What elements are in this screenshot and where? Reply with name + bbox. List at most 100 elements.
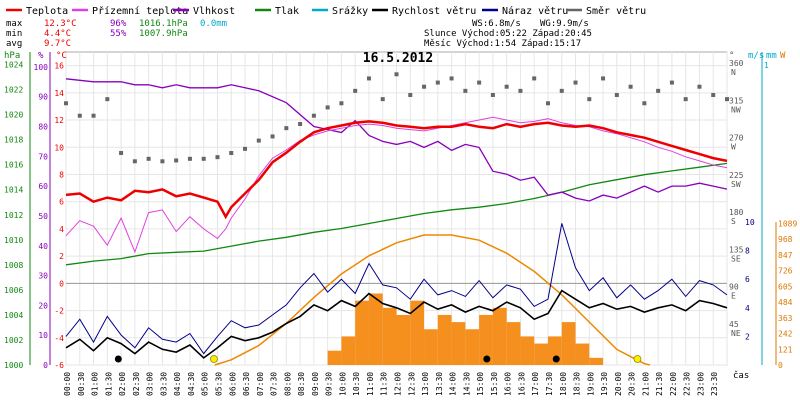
x-tick: 12:30	[407, 372, 416, 396]
legend-label: Směr větru	[586, 5, 646, 17]
moon-mark	[552, 355, 560, 363]
x-tick: 10:00	[338, 372, 347, 396]
deg-dir: NW	[731, 105, 741, 114]
precip-bar	[492, 307, 507, 365]
pct-tick: 10	[38, 331, 48, 340]
x-tick: 15:00	[476, 372, 485, 396]
x-tick: 05:30	[214, 372, 223, 396]
x-tick: 11:30	[380, 372, 389, 396]
temp-tick: 6	[59, 198, 64, 207]
hpa-tick: 1020	[4, 111, 23, 120]
temp-tick: 12	[54, 116, 64, 125]
deg-tick: 90	[729, 283, 739, 292]
deg-dir: S	[731, 217, 736, 226]
wind-dir-point	[463, 88, 468, 93]
legend-label: Srážky	[332, 5, 368, 17]
wind-dir-point	[284, 126, 289, 131]
precip-bar	[534, 343, 548, 365]
x-tick: 00:30	[77, 372, 86, 396]
ground-temp-line	[65, 116, 728, 254]
wind-dir-point	[697, 84, 702, 89]
precip-bar	[575, 343, 590, 365]
x-tick: 13:00	[421, 372, 430, 396]
ms-tick: 8	[745, 247, 750, 256]
x-tick: 08:00	[283, 372, 292, 396]
wind-dir-point	[422, 84, 427, 89]
pct-unit: %	[38, 51, 44, 61]
stats-rain: 0.0mm	[200, 19, 227, 29]
stats-label: min	[6, 29, 22, 39]
wind-dir-point	[601, 76, 606, 81]
wind-dir-point	[105, 97, 110, 102]
ms-tick: 2	[745, 332, 750, 341]
hpa-tick: 1006	[4, 286, 23, 295]
wind-dir-point	[532, 76, 537, 81]
deg-tick: 135	[729, 245, 744, 254]
hpa-tick: 1016	[4, 161, 23, 170]
hpa-tick: 1018	[4, 136, 23, 145]
deg-dir: W	[731, 143, 736, 152]
wind-dir-point	[160, 159, 165, 164]
wind-dir-point	[64, 101, 68, 106]
temp-tick: 4	[59, 225, 64, 234]
hpa-tick: 1024	[4, 61, 23, 70]
precip-bar	[479, 314, 493, 365]
precip-bar	[410, 300, 425, 365]
x-tick: 04:30	[187, 372, 196, 396]
legend-label: Vlhkost	[193, 6, 235, 17]
temp-tick: 2	[59, 252, 64, 261]
pct-tick: 40	[38, 242, 48, 251]
temp-tick: 8	[59, 170, 64, 179]
wind-dir-point	[77, 113, 82, 118]
pct-tick: 60	[38, 182, 48, 191]
x-tick: 22:00	[669, 372, 678, 396]
wind-dir-point	[91, 113, 96, 118]
sun-mark	[633, 355, 642, 363]
w-unit: W	[780, 51, 786, 61]
hpa-tick: 1000	[4, 361, 23, 370]
wind-dir-point	[711, 93, 716, 97]
wind-dir-point	[435, 80, 440, 85]
wind-dir-point	[380, 97, 385, 102]
y-axes: hPa1024102210201018101610141012101010081…	[4, 51, 797, 370]
hpa-tick: 1010	[4, 236, 23, 245]
moon-mark	[114, 355, 122, 363]
wind-dir-point	[132, 159, 137, 164]
wind-dir-point	[325, 105, 330, 110]
x-tick: 00:00	[63, 372, 72, 396]
x-tick: 17:00	[531, 372, 540, 396]
stats-hum: 55%	[110, 29, 127, 39]
wind-gust-line	[65, 223, 728, 355]
deg-dir: SW	[731, 180, 741, 189]
deg-tick: 45	[729, 320, 739, 329]
temp-tick: -4	[54, 334, 64, 343]
stats-label: max	[6, 19, 23, 29]
pct-tick: 30	[38, 272, 48, 281]
ms-tick: 10	[745, 218, 755, 227]
x-tick: 01:00	[91, 372, 100, 396]
wind-dir-point	[201, 156, 206, 161]
precip-bar	[451, 322, 466, 365]
x-tick: 02:00	[118, 372, 127, 396]
pct-tick: 90	[38, 93, 48, 102]
pressure-line	[65, 162, 728, 266]
wind-dir-point	[270, 134, 275, 139]
wind-dir-point	[174, 158, 179, 163]
temp-tick: 0	[59, 279, 64, 288]
wind-dir-point	[215, 155, 220, 160]
x-tick: 10:30	[352, 372, 361, 396]
x-tick: 14:30	[462, 372, 471, 396]
moon-mark	[483, 355, 491, 363]
hpa-tick: 1022	[4, 86, 23, 95]
wind-dir-point	[656, 88, 661, 93]
deg-tick: 360	[729, 59, 744, 68]
stats-temp: 9.7°C	[44, 39, 71, 49]
wind-dir-point	[339, 101, 344, 106]
stats-temp: 4.4°C	[44, 29, 71, 39]
x-tick: 15:30	[490, 372, 499, 396]
x-tick: 18:30	[573, 372, 582, 396]
wind-dir-point	[545, 101, 550, 106]
deg-dir: SE	[731, 254, 741, 263]
